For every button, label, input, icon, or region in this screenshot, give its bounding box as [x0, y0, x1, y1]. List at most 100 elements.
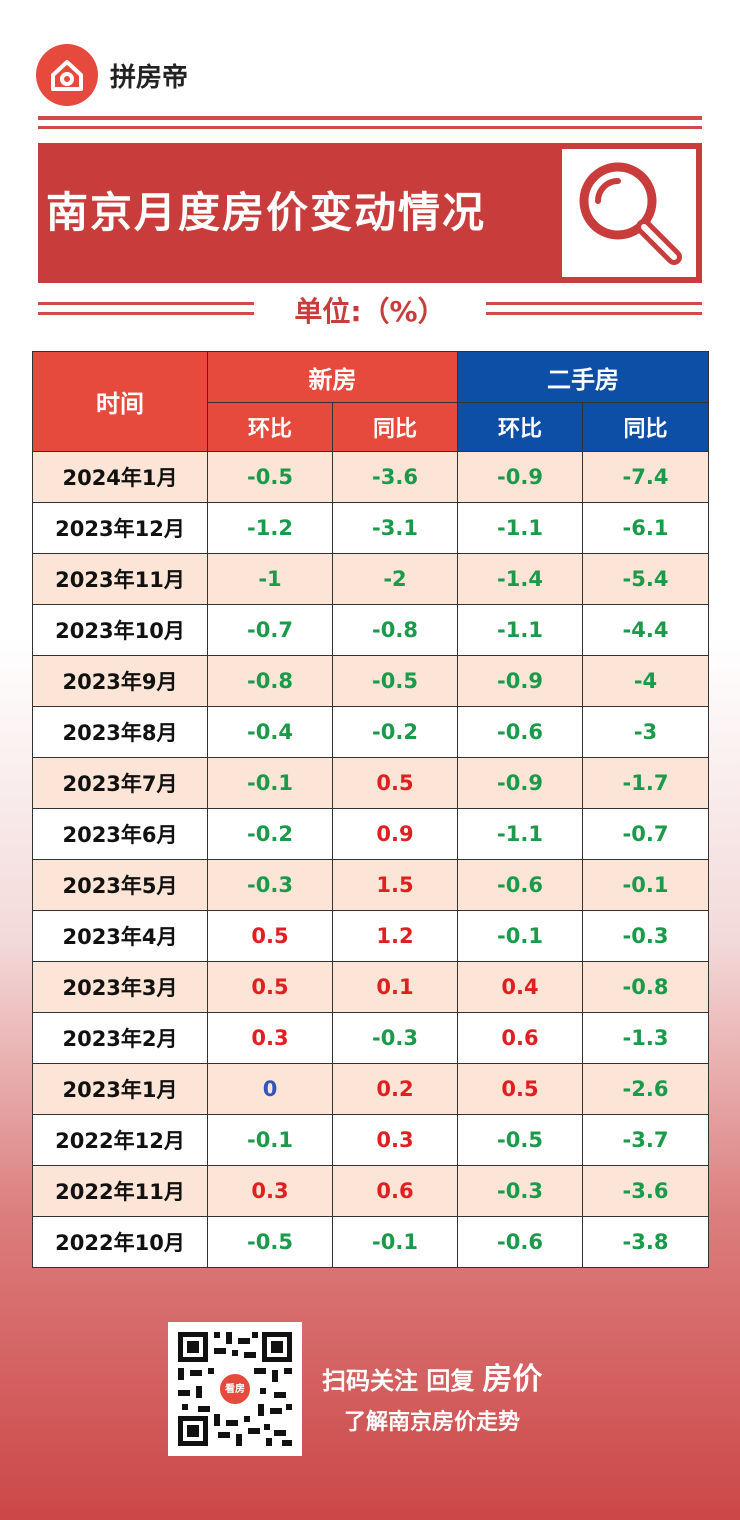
row-date: 2023年10月 — [32, 604, 208, 656]
divider-line — [38, 302, 254, 305]
row-date: 2024年1月 — [32, 451, 208, 503]
cell-used-mom: -1.1 — [457, 604, 583, 656]
cell-new-mom: -1 — [207, 553, 333, 605]
table-row: 2022年12月 -0.1 0.3 -0.5 -3.7 — [32, 1114, 709, 1166]
table-row: 2023年1月 0 0.2 0.5 -2.6 — [32, 1063, 709, 1115]
table-row: 2023年7月 -0.1 0.5 -0.9 -1.7 — [32, 757, 709, 809]
header-used-yoy: 同比 — [582, 402, 709, 452]
cell-used-yoy: -3.7 — [582, 1114, 709, 1166]
cell-new-mom: 0 — [207, 1063, 333, 1115]
cell-new-mom: 0.5 — [207, 961, 333, 1013]
table-row: 2023年9月 -0.8 -0.5 -0.9 -4 — [32, 655, 709, 707]
cell-new-yoy: 0.2 — [332, 1063, 458, 1115]
table-row: 2023年10月 -0.7 -0.8 -1.1 -4.4 — [32, 604, 709, 656]
row-date: 2023年11月 — [32, 553, 208, 605]
cell-new-yoy: -2 — [332, 553, 458, 605]
cell-new-yoy: -0.3 — [332, 1012, 458, 1064]
cell-new-yoy: -3.6 — [332, 451, 458, 503]
cell-new-mom: -0.4 — [207, 706, 333, 758]
cell-new-mom: -0.3 — [207, 859, 333, 911]
divider-line — [486, 302, 702, 305]
brand-logo: 拼房帝 — [36, 44, 188, 106]
row-date: 2023年3月 — [32, 961, 208, 1013]
row-date: 2023年9月 — [32, 655, 208, 707]
header-new-yoy: 同比 — [332, 402, 458, 452]
cell-new-yoy: 0.6 — [332, 1165, 458, 1217]
header-new-house: 新房 — [207, 351, 458, 403]
cell-used-mom: 0.5 — [457, 1063, 583, 1115]
title-banner: 南京月度房价变动情况 — [38, 143, 702, 283]
row-date: 2023年4月 — [32, 910, 208, 962]
header-used-house: 二手房 — [457, 351, 709, 403]
cell-used-yoy: -5.4 — [582, 553, 709, 605]
table-row: 2023年5月 -0.3 1.5 -0.6 -0.1 — [32, 859, 709, 911]
table-row: 2022年11月 0.3 0.6 -0.3 -3.6 — [32, 1165, 709, 1217]
cell-used-mom: 0.4 — [457, 961, 583, 1013]
cell-new-yoy: 0.1 — [332, 961, 458, 1013]
qr-code: 看房 — [168, 1322, 302, 1456]
cell-used-yoy: -4 — [582, 655, 709, 707]
cell-new-yoy: 0.5 — [332, 757, 458, 809]
row-date: 2022年10月 — [32, 1216, 208, 1268]
cell-used-mom: -0.6 — [457, 1216, 583, 1268]
cell-used-mom: -1.4 — [457, 553, 583, 605]
row-date: 2023年5月 — [32, 859, 208, 911]
cell-new-yoy: -3.1 — [332, 502, 458, 554]
cta-keyword: 房价 — [482, 1362, 543, 1397]
cell-used-mom: -1.1 — [457, 502, 583, 554]
cell-new-yoy: -0.8 — [332, 604, 458, 656]
table-row: 2023年3月 0.5 0.1 0.4 -0.8 — [32, 961, 709, 1013]
qr-badge-label: 看房 — [225, 1384, 245, 1395]
cell-new-yoy: -0.5 — [332, 655, 458, 707]
cell-new-yoy: 1.5 — [332, 859, 458, 911]
header-time: 时间 — [32, 351, 208, 452]
header-used-mom: 环比 — [457, 402, 583, 452]
row-date: 2023年8月 — [32, 706, 208, 758]
unit-label: 单位:（%） — [294, 295, 446, 328]
cell-new-mom: -0.8 — [207, 655, 333, 707]
cell-used-mom: -0.6 — [457, 859, 583, 911]
qr-code-icon — [178, 1332, 292, 1446]
magnifier-icon-box — [562, 149, 696, 277]
cell-used-yoy: -1.7 — [582, 757, 709, 809]
cta-line-2: 了解南京房价走势 — [344, 1410, 521, 1435]
table-row: 2024年1月 -0.5 -3.6 -0.9 -7.4 — [32, 451, 709, 503]
cell-used-yoy: -0.1 — [582, 859, 709, 911]
row-date: 2023年12月 — [32, 502, 208, 554]
cell-new-mom: 0.5 — [207, 910, 333, 962]
cell-new-mom: 0.3 — [207, 1012, 333, 1064]
cell-new-yoy: 1.2 — [332, 910, 458, 962]
divider-line — [486, 312, 702, 315]
cell-used-mom: -1.1 — [457, 808, 583, 860]
cell-used-yoy: -3 — [582, 706, 709, 758]
cell-used-mom: -0.6 — [457, 706, 583, 758]
table-row: 2023年12月 -1.2 -3.1 -1.1 -6.1 — [32, 502, 709, 554]
cell-new-mom: -0.5 — [207, 1216, 333, 1268]
cta-text: 扫码关注 回复 — [322, 1367, 475, 1395]
cell-used-yoy: -0.3 — [582, 910, 709, 962]
divider-line — [38, 312, 254, 315]
divider-line — [38, 126, 702, 129]
table-row: 2023年6月 -0.2 0.9 -1.1 -0.7 — [32, 808, 709, 860]
row-date: 2022年12月 — [32, 1114, 208, 1166]
house-icon — [36, 44, 98, 106]
cell-used-yoy: -0.7 — [582, 808, 709, 860]
header-new-mom: 环比 — [207, 402, 333, 452]
cell-new-yoy: -0.1 — [332, 1216, 458, 1268]
cell-used-mom: -0.3 — [457, 1165, 583, 1217]
cell-used-mom: -0.9 — [457, 451, 583, 503]
cell-used-yoy: -4.4 — [582, 604, 709, 656]
table-row: 2023年11月 -1 -2 -1.4 -5.4 — [32, 553, 709, 605]
brand-name: 拼房帝 — [110, 62, 189, 93]
divider-line — [38, 116, 702, 120]
row-date: 2022年11月 — [32, 1165, 208, 1217]
cell-used-mom: -0.5 — [457, 1114, 583, 1166]
cell-used-mom: -0.9 — [457, 757, 583, 809]
cta-line-1: 扫码关注 回复 房价 — [322, 1354, 542, 1398]
table-row: 2022年10月 -0.5 -0.1 -0.6 -3.8 — [32, 1216, 709, 1268]
cell-used-yoy: -3.6 — [582, 1165, 709, 1217]
table-row: 2023年8月 -0.4 -0.2 -0.6 -3 — [32, 706, 709, 758]
table-row: 2023年4月 0.5 1.2 -0.1 -0.3 — [32, 910, 709, 962]
cell-used-mom: -0.9 — [457, 655, 583, 707]
cell-used-mom: 0.6 — [457, 1012, 583, 1064]
